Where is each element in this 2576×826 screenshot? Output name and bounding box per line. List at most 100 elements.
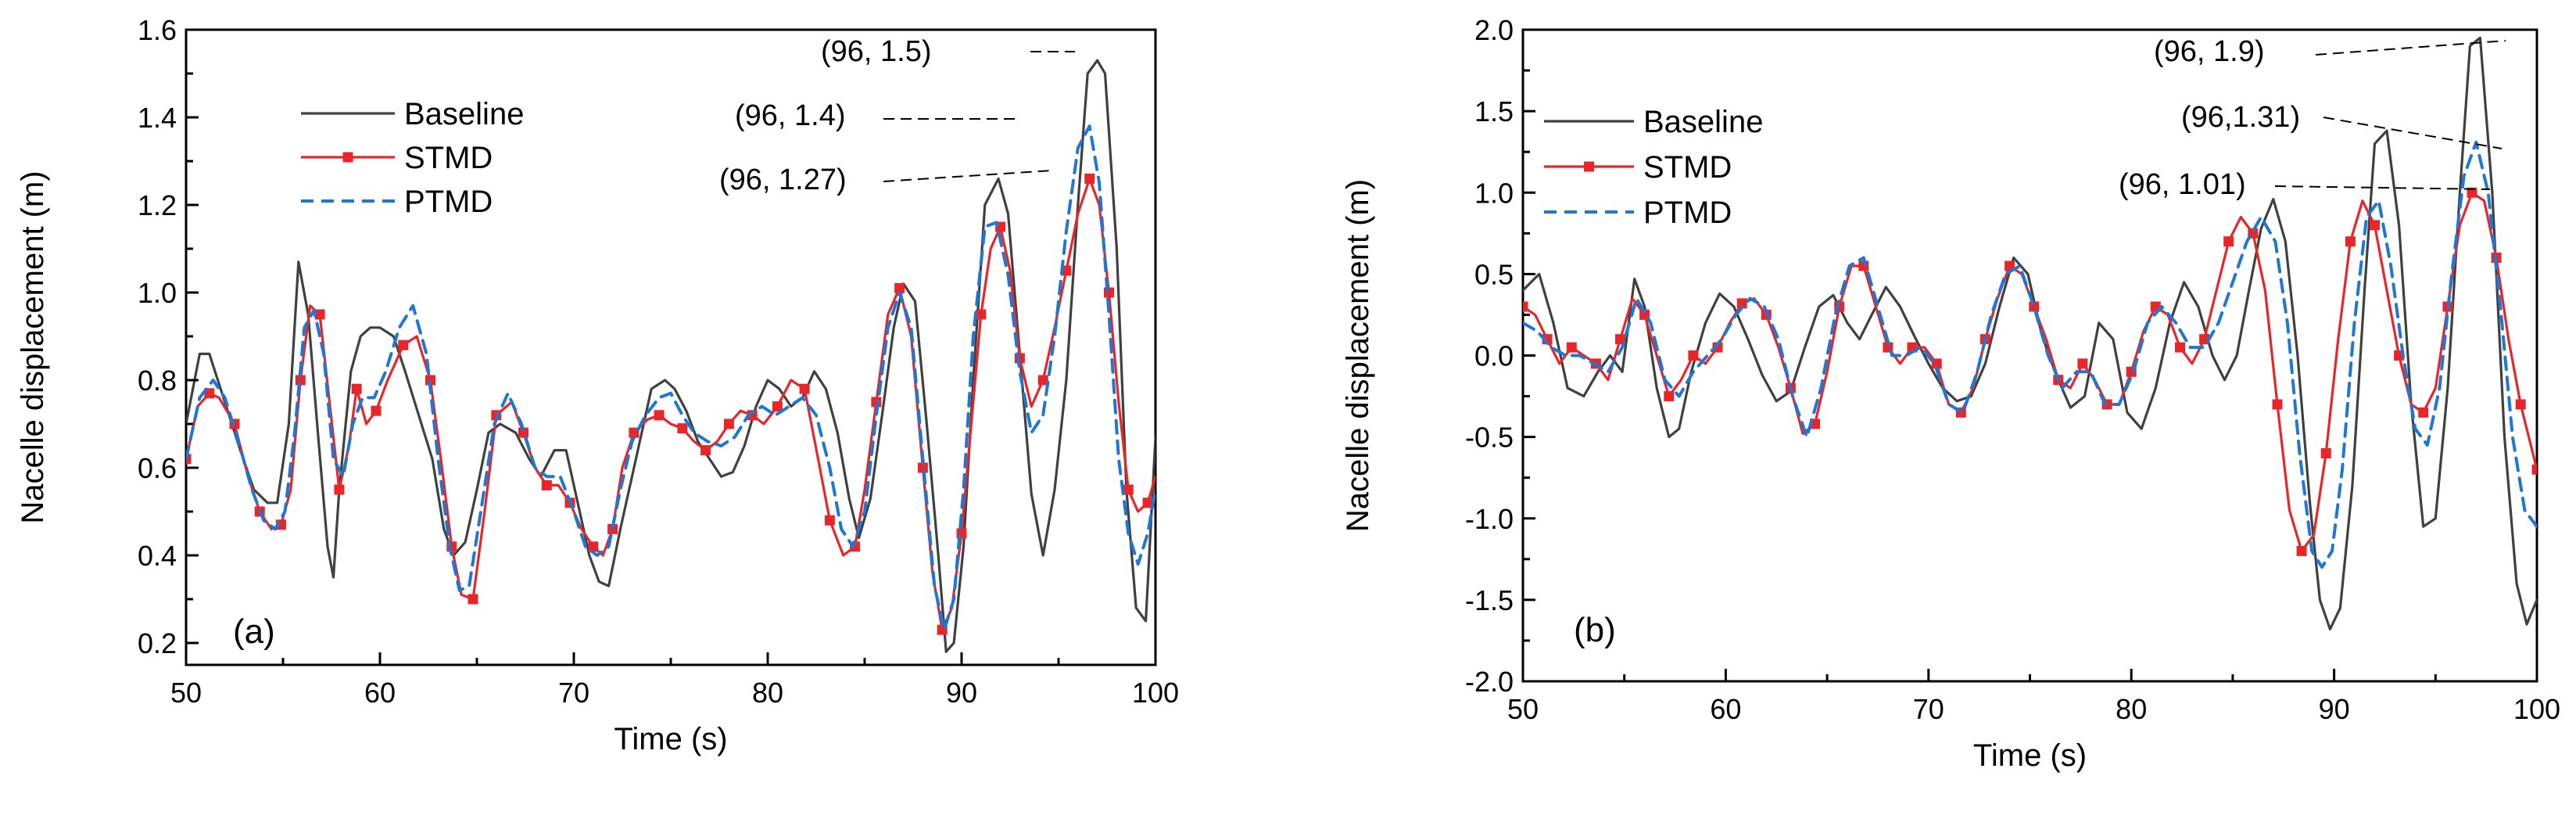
panel-a-legend-label-baseline: Baseline [404,97,524,131]
panel-a-series-stmd-marker [894,282,905,293]
panel-b: 50 60 70 80 90 100 -2.0 -1.5 -1.0 -0.5 0.0 0.5 1.0 1.… [1341,14,2560,773]
panel-a-series-ptmd-line [186,124,1155,632]
panel-b-annotations: (96, 1.9) (96,1.31) (96, 1.01) [2119,35,2506,201]
panel-a-x-tick-label: 90 [946,677,977,709]
panel-b-y-tick-label: -1.5 [1465,584,1514,616]
panel-b-annotation-leader-3 [2274,185,2491,190]
panel-a-y-tick-label: 1.0 [138,277,177,309]
panel-a-legend-marker-stmd [342,152,353,163]
panel-a-y-tick-label: 1.4 [138,102,177,134]
panel-b-series-stmd-marker [2175,342,2185,353]
panel-b-y-tick-label: 1.0 [1474,177,1514,209]
panel-b-series [1523,36,2537,631]
panel-b-series-stmd-marker [1688,350,1699,361]
panel-a-label: (a) [233,612,275,651]
panel-a-series-stmd-marker [186,454,192,465]
panel-a-series-stmd-marker [629,427,640,438]
panel-b-annotation-leader-2 [2323,117,2503,149]
panel-a-legend-baseline: Baseline [301,97,524,131]
panel-a-series-stmd-marker [1123,484,1134,495]
panel-b-x-axis-title: Time (s) [1973,738,2087,773]
panel-a-series-stmd-marker [976,309,987,320]
panel-a-y-tick-label: 0.8 [138,365,177,397]
panel-b-series-stmd-marker [1566,342,1577,353]
panel-b-legend-baseline: Baseline [1544,105,1763,139]
panel-b-annotation-1: (96, 1.9) [2154,35,2265,68]
panel-a-x-tick-label: 50 [170,677,202,709]
panel-b-series-stmd-marker [2272,399,2283,410]
panel-b-legend-label-stmd: STMD [1643,150,1732,185]
panel-a-series-stmd-marker [541,479,552,490]
panel-b-ticks: 50 60 70 80 90 100 -2.0 -1.5 -1.0 -0.5 0.0 0.5 1.0 1.… [1465,14,2560,725]
panel-b-x-tick-label: 50 [1507,693,1539,725]
panel-a-y-tick-label: 0.4 [138,540,177,572]
panel-a-x-tick-label: 70 [558,677,589,709]
panel-b-legend-ptmd: PTMD [1544,196,1732,230]
panel-a-series-stmd-marker [371,405,382,416]
panel-a-series-stmd-marker [723,418,734,429]
panel-a: 50 60 70 80 90 100 0.2 0.4 0.6 0.8 1.0 1.2 1.4 1.6 Ti… [16,14,1179,756]
panel-a-series-stmd-marker [351,383,362,394]
panel-b-x-tick-label: 60 [1710,693,1741,725]
panel-a-series-stmd-marker [917,462,928,473]
panel-a-legend-stmd: STMD [301,141,493,175]
panel-b-series-stmd-marker [2370,220,2380,231]
panel-b-series-stmd-marker [2345,236,2356,247]
panel-a-series-stmd-marker [1037,375,1048,386]
panel-a-series-baseline-line [186,59,1155,653]
panel-a-x-tick-label: 100 [1132,677,1179,709]
panel-b-x-tick-label: 90 [2319,693,2350,725]
panel-b-legend-label-ptmd: PTMD [1643,196,1732,230]
panel-b-series-stmd-marker [2296,545,2307,556]
panel-b-y-tick-label: 1.5 [1474,95,1514,127]
panel-a-annotations: (96, 1.5) (96, 1.4) (96, 1.27) [719,35,1075,196]
panel-a-series-stmd-marker [700,445,711,456]
panel-a-y-tick-label: 0.6 [138,452,177,484]
panel-b-y-tick-label: -1.0 [1465,503,1514,535]
panel-a-series-stmd-marker [654,410,665,421]
panel-b-annotation-2: (96,1.31) [2181,101,2300,134]
panel-a-legend: Baseline STMD PTMD [301,97,524,219]
panel-a-annotation-2: (96, 1.4) [735,99,846,132]
panel-b-series-stmd-marker [2418,407,2429,418]
panel-a-ticks: 50 60 70 80 90 100 0.2 0.4 0.6 0.8 1.0 1.2 1.4 1.6 [138,14,1179,709]
panel-b-series-stmd-marker [2467,187,2477,198]
panel-a-series-stmd-marker [772,401,783,412]
panel-a-series-stmd-marker [334,484,345,495]
panel-a-x-tick-label: 80 [752,677,783,709]
panel-b-legend: Baseline STMD PTMD [1544,105,1763,230]
panel-b-series-stmd-marker [2531,464,2537,475]
panel-a-y-tick-label: 1.2 [138,189,177,221]
panel-b-annotation-3: (96, 1.01) [2119,168,2246,201]
panel-a-legend-ptmd: PTMD [301,185,493,219]
panel-a-series-stmd-marker [314,309,325,320]
panel-b-y-tick-label: 0.5 [1474,258,1514,290]
panel-a-series-stmd-marker [1142,497,1153,508]
panel-b-y-tick-label: 2.0 [1474,14,1514,46]
panel-b-series-stmd-marker [1664,391,1675,402]
panel-a-legend-label-ptmd: PTMD [404,185,493,219]
panel-a-series-stmd-marker [468,594,478,605]
panel-a-series-stmd-marker [518,427,528,438]
panel-a-legend-label-stmd: STMD [404,141,493,175]
panel-a-x-tick-label: 60 [364,677,396,709]
panel-b-y-tick-label: 0.0 [1474,340,1514,372]
panel-b-legend-marker-stmd [1584,161,1594,172]
panel-a-y-tick-label: 1.6 [138,14,177,46]
panel-b-x-tick-label: 80 [2116,693,2147,725]
panel-b-series-stmd-marker [1931,358,1942,369]
panel-b-label: (b) [1574,611,1616,649]
panel-b-x-tick-label: 70 [1913,693,1944,725]
panel-b-y-tick-label: -0.5 [1465,422,1514,454]
panel-b-legend-label-baseline: Baseline [1643,105,1763,139]
panel-a-series-stmd-marker [799,383,810,394]
panel-b-series-stmd-marker [2223,236,2234,247]
panel-b-series-stmd-marker [2320,448,2331,458]
panel-b-x-tick-label: 100 [2513,693,2560,725]
panel-a-y-axis-title: Nacelle displacement (m) [16,171,50,523]
panel-a-series-stmd-marker [677,423,688,434]
panel-b-series-stmd-marker [2077,358,2088,369]
panel-b-y-axis-title: Nacelle displacement (m) [1341,179,1375,532]
panel-a-series-stmd-marker [1104,287,1114,298]
